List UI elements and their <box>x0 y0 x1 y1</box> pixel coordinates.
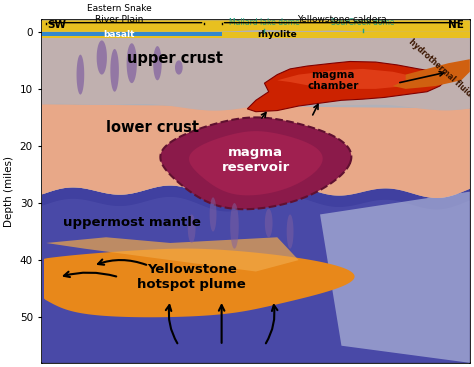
Polygon shape <box>42 32 222 36</box>
Polygon shape <box>320 192 470 363</box>
Polygon shape <box>393 59 470 89</box>
Polygon shape <box>42 21 470 32</box>
Polygon shape <box>210 197 217 232</box>
Polygon shape <box>77 55 84 95</box>
Text: basalt: basalt <box>103 30 135 39</box>
Polygon shape <box>256 192 470 363</box>
Text: SourCreek dome: SourCreek dome <box>331 18 394 27</box>
Text: rhyolite: rhyolite <box>257 30 297 39</box>
Text: upper crust: upper crust <box>128 51 223 66</box>
Polygon shape <box>42 21 470 110</box>
Text: SW: SW <box>47 20 66 30</box>
Polygon shape <box>127 43 137 83</box>
Polygon shape <box>42 196 470 363</box>
Polygon shape <box>265 209 273 237</box>
Polygon shape <box>42 184 470 363</box>
Text: uppermost mantle: uppermost mantle <box>63 216 201 229</box>
Text: hydrothermal fluids: hydrothermal fluids <box>407 37 474 101</box>
Polygon shape <box>287 214 293 249</box>
Text: magma
reservoir: magma reservoir <box>222 146 290 174</box>
Polygon shape <box>42 32 470 37</box>
Polygon shape <box>110 49 119 92</box>
Polygon shape <box>230 203 239 249</box>
Polygon shape <box>42 104 470 200</box>
Polygon shape <box>188 214 195 243</box>
Polygon shape <box>46 237 299 272</box>
Polygon shape <box>153 46 162 80</box>
Text: Mallard lake dome: Mallard lake dome <box>229 18 300 27</box>
Text: lower crust: lower crust <box>106 120 199 135</box>
Polygon shape <box>189 131 323 195</box>
Text: Yellowstone
hotspot plume: Yellowstone hotspot plume <box>137 263 246 291</box>
Polygon shape <box>247 62 448 112</box>
Y-axis label: Depth (miles): Depth (miles) <box>4 156 14 227</box>
Text: NE: NE <box>447 20 464 30</box>
Polygon shape <box>160 117 351 209</box>
Polygon shape <box>320 203 470 363</box>
Text: magma
chamber: magma chamber <box>307 69 358 91</box>
Polygon shape <box>42 21 470 363</box>
Polygon shape <box>97 40 107 75</box>
Polygon shape <box>44 248 355 317</box>
Polygon shape <box>277 69 419 89</box>
Polygon shape <box>175 60 182 75</box>
Polygon shape <box>42 21 470 200</box>
Text: Yellowstone caldera: Yellowstone caldera <box>297 15 386 24</box>
Polygon shape <box>42 32 470 110</box>
Text: Eastern Snake
River Plain: Eastern Snake River Plain <box>87 4 151 24</box>
